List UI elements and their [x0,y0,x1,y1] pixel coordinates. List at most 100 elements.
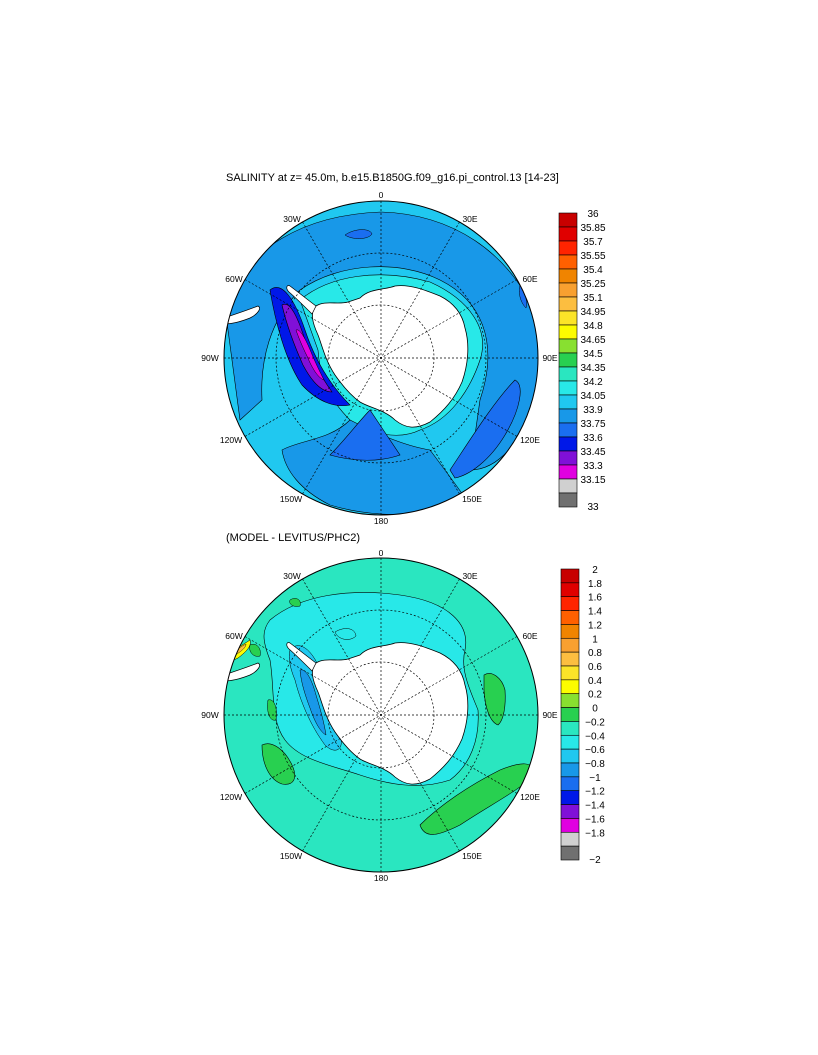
colorbar-label: 35.55 [580,251,605,262]
colorbar-swatch [558,492,578,508]
colorbar-swatch [558,226,578,242]
panel2-antarctica [312,642,469,785]
colorbar-label: −1 [589,773,601,784]
panel1-lon-label-60e: 60E [522,274,537,284]
panel2-lon-label-30e: 30E [462,571,477,581]
colorbar-swatch [560,693,580,708]
colorbar-swatch [558,268,578,284]
panel2-lon-label-0: 0 [379,548,384,558]
panel2-lon-label-90w: 90W [201,710,218,720]
colorbar-swatch [560,679,580,695]
colorbar-label: −1.6 [585,814,605,825]
colorbar-label: 0.8 [588,648,602,659]
colorbar-swatch [560,734,580,750]
panel1-lon-label-90e: 90E [542,353,557,363]
colorbar-swatch [560,610,580,625]
colorbar-swatch [560,665,580,681]
colorbar-swatch [560,776,580,792]
panel1-band-coastal-magenta [295,329,325,381]
colorbar-swatch [558,310,578,326]
colorbar-label: −1.4 [585,801,605,812]
panel1-lon-label-150e: 150E [462,494,482,504]
colorbar-label: 1.6 [588,593,602,604]
colorbar-swatch [558,422,578,438]
panel2-patch-a [334,628,357,640]
panel1-lon-label-90w: 90W [201,353,218,363]
panel2-colorbar: 2 1.8 1.6 1.4 1.2 1 0.8 0.6 0.4 0.2 0 −0.2 −0.4 −0.6 −… [560,565,605,866]
colorbar-label: −2 [589,855,601,866]
panel1-lon-label-60w: 60W [225,274,242,284]
panel2-lon-label-90e: 90E [542,710,557,720]
panel1-band-sw [329,409,401,461]
panel1-antarctica [312,285,469,428]
colorbar-swatch [560,845,580,861]
panel1-colorbar: 36 35.85 35.7 35.55 35.4 35.25 35.1 34.95 34.8 34… [558,209,606,513]
panel2-south-america [224,662,260,682]
colorbar-swatch [560,721,580,736]
panel1-patch-nw [344,229,373,239]
colorbar-swatch [560,748,580,764]
panel2-lon-label-60e: 60E [522,631,537,641]
colorbar-label: 0 [592,704,598,715]
panel1-lon-label-30e: 30E [462,214,477,224]
colorbar-label: 33.3 [583,461,603,472]
colorbar-swatch [558,282,578,298]
colorbar-label: −1.8 [585,828,605,839]
colorbar-swatch [560,637,580,653]
colorbar-label: 35.85 [580,223,605,234]
panel1-lon-label-180: 180 [374,516,388,526]
colorbar-label: −0.8 [585,759,605,770]
colorbar-swatch [558,436,578,452]
colorbar-swatch [560,596,580,611]
colorbar-swatch [558,212,578,228]
colorbar-label: 34.65 [580,335,605,346]
colorbar-swatch [560,582,580,598]
panel1-lon-label-150w: 150W [280,494,302,504]
colorbar-swatch [560,818,580,833]
panel2-peninsula [286,642,317,672]
panel2-lon-label-150w: 150W [280,851,302,861]
colorbar-label: 1.8 [588,579,602,590]
colorbar-swatch [560,804,580,819]
colorbar-label: 1.4 [588,607,602,618]
colorbar-label: 33.6 [583,433,603,444]
panel1-lon-label-0: 0 [379,190,384,200]
colorbar-label: 34.2 [583,377,603,388]
colorbar-swatch [558,254,578,270]
colorbar-label: 0.2 [588,690,602,701]
colorbar-label: 34.95 [580,307,605,318]
colorbar-swatch [560,762,580,778]
colorbar-swatch [560,790,580,805]
colorbar-label: 34.8 [583,321,603,332]
colorbar-label: 33.9 [583,405,603,416]
panel1-title: SALINITY at z= 45.0m, b.e15.B1850G.f09_g… [226,172,559,184]
panel2-green-east [483,673,506,726]
colorbar-label: 35.25 [580,279,605,290]
colorbar-swatch [558,464,578,480]
panel1-band-se [449,379,521,479]
panel2-green-southwest [261,743,295,785]
colorbar-label: −1.2 [585,787,605,798]
panel2-lon-label-120e: 120E [520,792,540,802]
colorbar-swatch [558,240,578,256]
colorbar-swatch [558,450,578,466]
panel1-map: 0 30E 60E 90E 120E 150E 180 150W 120W 90… [201,190,606,526]
panel1-graticule [224,201,538,515]
panel2-map: 0 30E 60E 90E 120E 150E 180 150W 120W 90… [201,548,605,883]
panel1-peninsula [286,285,317,315]
panel1-lon-label-120w: 120W [220,435,242,445]
colorbar-label: 1.2 [588,620,602,631]
colorbar-label: −0.2 [585,717,605,728]
colorbar-label: −0.4 [585,731,605,742]
colorbar-label: 35.4 [583,265,603,276]
colorbar-swatch [558,296,578,312]
colorbar-label: 0.4 [588,676,602,687]
panel2-lon-label-150e: 150E [462,851,482,861]
panel2-green-nw [249,644,261,657]
panel2-lon-label-180: 180 [374,873,388,883]
colorbar-label: 33.75 [580,419,605,430]
panel1-south-america [224,305,260,325]
colorbar-swatch [558,478,578,494]
colorbar-label: 2 [592,565,598,576]
colorbar-label: 1 [592,634,598,645]
